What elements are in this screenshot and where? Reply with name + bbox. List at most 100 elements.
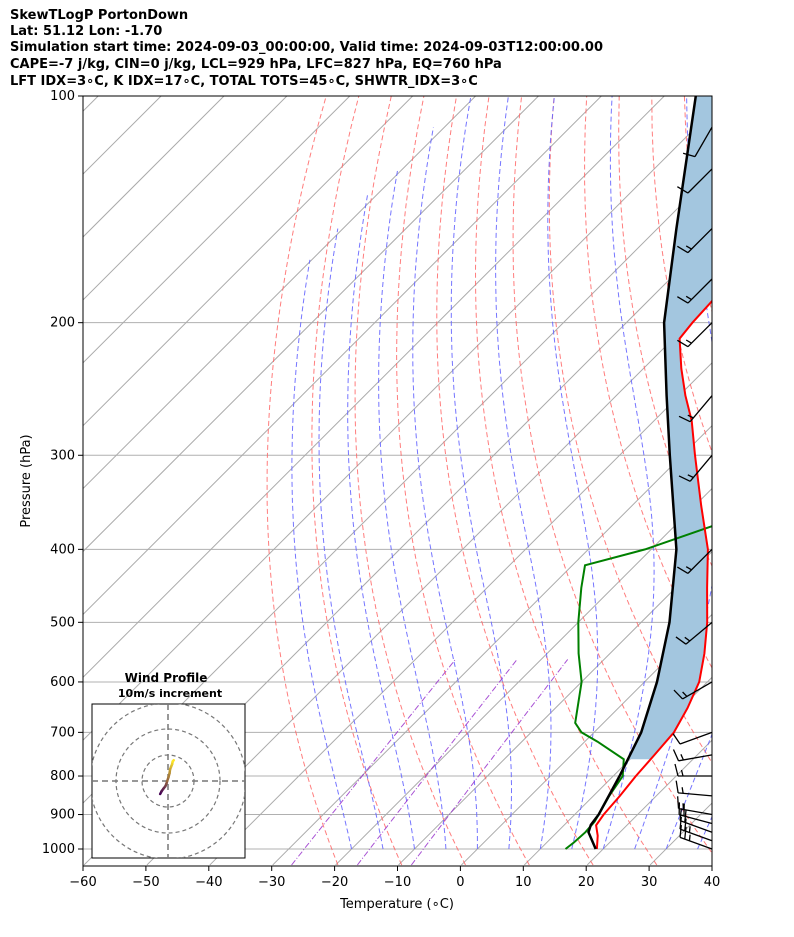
barb-half-flag (685, 245, 692, 250)
y-tick-label: 300 (50, 448, 75, 463)
hodograph-trace-segment (171, 758, 175, 763)
time-line: Simulation start time: 2024-09-03_00:00:… (10, 40, 603, 55)
barb-half-flag (685, 339, 692, 344)
wind-barb (672, 731, 713, 745)
x-tick-label: −40 (195, 875, 222, 890)
x-tick-label: 10 (515, 875, 532, 890)
isotherm-line (272, 424, 712, 866)
hodograph-subtitle: 10m/s increment (118, 687, 222, 700)
dry-adiabat (311, 96, 403, 866)
mixing-ratio-line (410, 659, 569, 866)
wind-barb (677, 168, 713, 194)
wind-barb (678, 454, 713, 482)
barb-flag (677, 339, 689, 348)
moist-adiabat (378, 168, 447, 850)
indices-line: LFT IDX=3∘C, K IDX=17∘C, TOTAL TOTS=45∘C… (10, 74, 478, 89)
barb-flag (677, 296, 689, 304)
mixing-ratio-line (356, 659, 518, 866)
isotherm-line (83, 96, 477, 490)
barb-flag (677, 186, 689, 194)
x-axis-label: Temperature (∘C) (339, 897, 454, 912)
wind-barb (677, 548, 713, 574)
barb-staff (687, 228, 713, 254)
barb-staff (679, 731, 713, 745)
isotherm-line (146, 299, 712, 866)
wind-barb (672, 749, 713, 762)
x-tick-label: −50 (132, 875, 159, 890)
y-tick-label: 100 (50, 89, 75, 104)
isotherm-line (83, 96, 603, 616)
dry-adiabat (779, 62, 794, 866)
barb-half-flag (688, 826, 691, 833)
mixing-ratio-line (291, 659, 456, 866)
dry-adiabats (266, 62, 794, 866)
location-line: Lat: 51.12 Lon: -1.70 (10, 24, 163, 39)
hodograph-title: Wind Profile (125, 671, 208, 685)
wind-barb (678, 395, 713, 423)
isotherm-line (0, 62, 7, 865)
moist-adiabat (729, 62, 794, 850)
hodograph-inset: Wind Profile 10m/s increment (91, 671, 246, 859)
x-axis-ticks: −60 −50 −40 −30 −20 −10 0 10 20 30 40 (69, 866, 720, 890)
moist-adiabat (318, 228, 384, 850)
isotherm-line (209, 362, 712, 866)
barb-staff (685, 621, 713, 645)
wind-barb (673, 681, 713, 700)
barb-flag (677, 566, 689, 574)
barb-staff (689, 395, 713, 423)
barb-half-flag (687, 414, 694, 419)
barb-staff (694, 126, 713, 157)
y-tick-label: 900 (50, 808, 75, 823)
chart-title: SkewTLogP PortonDown (10, 8, 189, 23)
barb-staff (687, 278, 713, 304)
wind-barb (677, 322, 713, 348)
dry-adiabat (266, 96, 339, 866)
dry-adiabat (436, 96, 594, 866)
barb-flag (675, 780, 679, 793)
cape-area (627, 96, 712, 760)
wind-barb (678, 802, 713, 825)
barb-staff (678, 814, 713, 825)
barb-half-flag (680, 754, 685, 761)
x-tick-label: 0 (456, 875, 464, 890)
barb-staff (687, 322, 713, 348)
wind-barb (682, 126, 713, 158)
moist-adiabat (665, 732, 712, 850)
dry-adiabat (651, 96, 712, 454)
dry-adiabat (584, 96, 712, 669)
x-tick-label: −30 (258, 875, 285, 890)
mixing-ratio-lines (291, 659, 569, 866)
moist-adiabat (347, 194, 415, 850)
dry-adiabat (716, 62, 794, 866)
isotherm-line (83, 96, 414, 427)
barb-staff (687, 168, 713, 194)
barb-staff (679, 819, 713, 833)
y-axis-ticks: 100 200 300 400 500 600 700 800 900 1000 (42, 89, 83, 857)
wind-barb (675, 621, 713, 645)
hodograph-plot (92, 704, 245, 858)
dry-adiabat (548, 96, 712, 764)
barb-staff (678, 808, 713, 816)
barb-flag (677, 245, 689, 254)
moist-adiabat (547, 96, 599, 850)
wind-barb (675, 780, 713, 797)
moist-adiabat (602, 96, 655, 850)
barb-half-flag (684, 636, 691, 642)
isotherm-line (776, 62, 794, 865)
cape-line: CAPE=-7 j/kg, CIN=0 j/kg, LCL=929 hPa, L… (10, 57, 502, 72)
profile-lines (564, 96, 712, 850)
dry-adiabat (512, 96, 712, 854)
isotherm-line (335, 487, 712, 866)
isotherm-line (83, 96, 540, 553)
barb-half-flag (682, 691, 688, 697)
isotherm-line (713, 62, 794, 865)
y-axis-label: Pressure (hPa) (19, 434, 34, 527)
barb-flag (682, 152, 696, 158)
barb-flag (672, 749, 680, 762)
y-tick-label: 400 (50, 542, 75, 557)
x-tick-label: 40 (704, 875, 721, 890)
barb-flag (679, 816, 682, 830)
barb-flag (676, 796, 680, 809)
y-tick-label: 600 (50, 675, 75, 690)
